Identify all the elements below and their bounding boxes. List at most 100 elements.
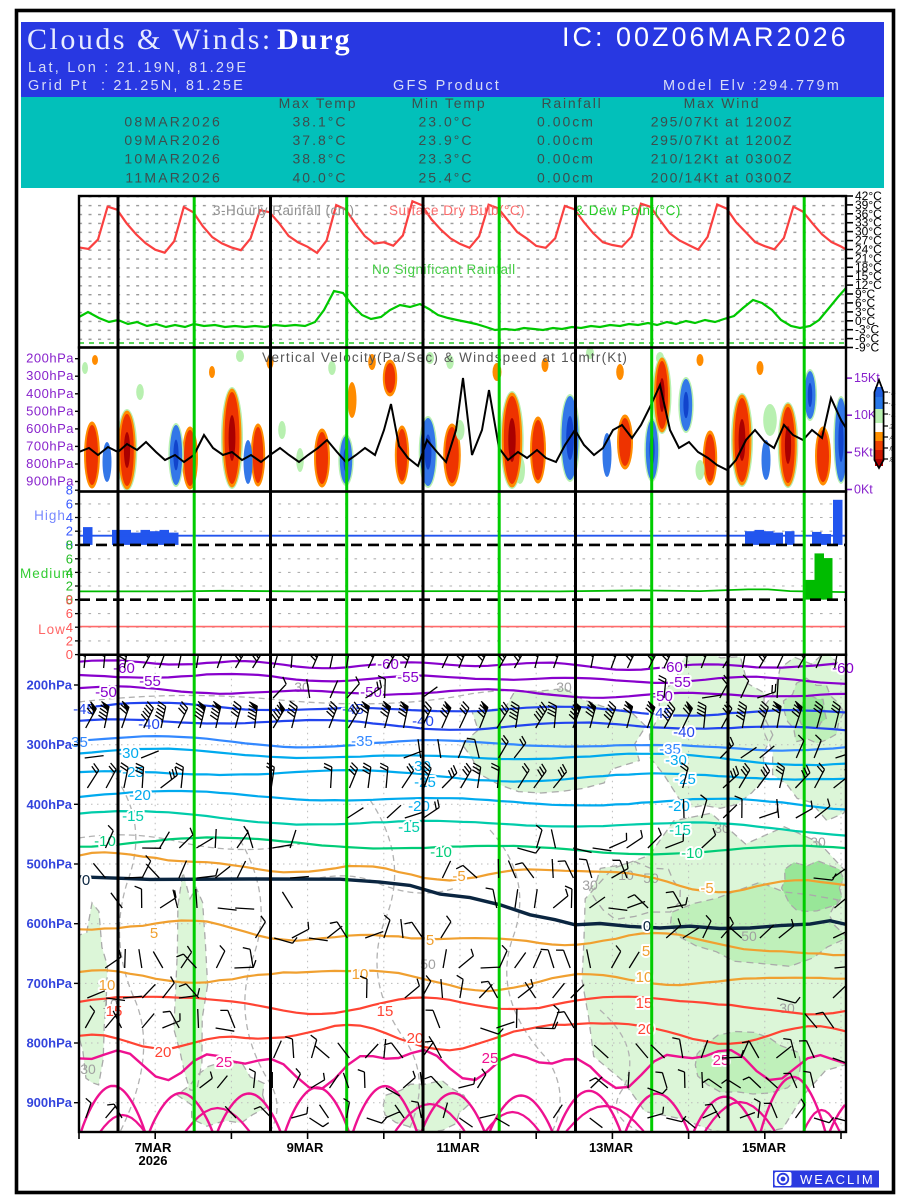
svg-text:-20: -20 xyxy=(408,798,430,815)
svg-text:300hPa: 300hPa xyxy=(26,368,74,383)
svg-text:50: 50 xyxy=(741,928,757,944)
svg-text:200hPa: 200hPa xyxy=(26,678,72,693)
svg-text:-25: -25 xyxy=(414,774,436,791)
svg-text:20: 20 xyxy=(407,1030,424,1047)
svg-text:-60: -60 xyxy=(113,660,135,677)
svg-text:2: 2 xyxy=(66,579,73,594)
svg-text:210/12Kt at 0300Z: 210/12Kt at 0300Z xyxy=(651,151,793,167)
svg-text:0: 0 xyxy=(66,592,73,607)
svg-text:-.8: -.8 xyxy=(889,391,897,397)
svg-text:Model Elv :294.779m: Model Elv :294.779m xyxy=(663,78,841,94)
svg-text:15MAR: 15MAR xyxy=(742,1140,787,1155)
svg-text:11MAR2026: 11MAR2026 xyxy=(125,169,222,185)
svg-text:0°C: 0°C xyxy=(855,314,875,328)
svg-text:30: 30 xyxy=(80,1061,96,1077)
svg-text:-15: -15 xyxy=(669,822,691,839)
svg-text:& Dew Point(°C): & Dew Point(°C) xyxy=(575,203,681,218)
svg-text:2: 2 xyxy=(66,524,73,539)
svg-text:200hPa: 200hPa xyxy=(26,351,74,366)
svg-text:6°C: 6°C xyxy=(855,296,875,310)
svg-text:08MAR2026: 08MAR2026 xyxy=(124,114,222,130)
svg-text:-6°C: -6°C xyxy=(855,332,879,346)
svg-text:0.00cm: 0.00cm xyxy=(537,151,595,167)
svg-text:20: 20 xyxy=(155,1044,172,1061)
svg-text:-10: -10 xyxy=(94,833,116,850)
svg-text:0: 0 xyxy=(82,872,90,889)
svg-text:-5: -5 xyxy=(700,880,713,897)
svg-text:295/07Kt at 1200Z: 295/07Kt at 1200Z xyxy=(651,132,793,148)
svg-text:600hPa: 600hPa xyxy=(26,916,72,931)
svg-text:-50: -50 xyxy=(95,684,117,701)
svg-text:9MAR: 9MAR xyxy=(287,1140,324,1155)
svg-text:8: 8 xyxy=(66,592,73,607)
svg-text:-40: -40 xyxy=(138,716,160,733)
svg-text:295/07Kt at 1200Z: 295/07Kt at 1200Z xyxy=(651,114,793,130)
svg-text:25: 25 xyxy=(216,1054,233,1071)
svg-text:3°C: 3°C xyxy=(855,305,875,319)
svg-text:.2: .2 xyxy=(889,425,895,431)
svg-text:-55: -55 xyxy=(669,674,691,691)
svg-text:13MAR: 13MAR xyxy=(589,1140,634,1155)
svg-text:IC: 00Z06MAR2026: IC: 00Z06MAR2026 xyxy=(562,22,849,52)
svg-text:6: 6 xyxy=(66,496,73,511)
svg-text:.4: .4 xyxy=(889,436,895,442)
svg-text:2: 2 xyxy=(66,633,73,648)
svg-text:8: 8 xyxy=(66,483,73,498)
svg-text:-30: -30 xyxy=(117,745,139,762)
svg-text:10: 10 xyxy=(99,977,116,994)
svg-text:-5: -5 xyxy=(452,868,465,885)
svg-text:42°C: 42°C xyxy=(855,189,882,203)
svg-text:900hPa: 900hPa xyxy=(26,1095,72,1110)
svg-text:25: 25 xyxy=(482,1050,499,1067)
svg-text:Rainfall: Rainfall xyxy=(541,95,602,111)
svg-text:30: 30 xyxy=(582,877,598,893)
svg-text:15°C: 15°C xyxy=(855,269,882,283)
svg-text:-40: -40 xyxy=(673,724,695,741)
svg-text:WEACLIM: WEACLIM xyxy=(800,1172,875,1187)
svg-text:Grid Pt : 21.25N, 81.25E: Grid Pt : 21.25N, 81.25E xyxy=(28,78,245,94)
svg-text:30°C: 30°C xyxy=(855,225,882,239)
svg-text:09MAR2026: 09MAR2026 xyxy=(124,132,222,148)
svg-text:High: High xyxy=(34,508,66,523)
svg-text:.8: .8 xyxy=(889,458,895,464)
svg-text:5: 5 xyxy=(150,925,158,942)
svg-text:400hPa: 400hPa xyxy=(26,797,72,812)
svg-text:-15: -15 xyxy=(398,819,420,836)
svg-text:5: 5 xyxy=(642,943,650,960)
svg-text:-35: -35 xyxy=(351,733,373,750)
svg-text:0.00cm: 0.00cm xyxy=(537,132,595,148)
svg-text:4: 4 xyxy=(66,510,73,525)
svg-text:36°C: 36°C xyxy=(855,207,882,221)
svg-text:24°C: 24°C xyxy=(855,243,882,257)
svg-text:0: 0 xyxy=(643,918,651,935)
svg-text:15: 15 xyxy=(636,995,653,1012)
svg-text:0.00cm: 0.00cm xyxy=(537,114,595,130)
svg-text:7MAR: 7MAR xyxy=(135,1140,172,1155)
svg-text:6: 6 xyxy=(66,606,73,621)
svg-text:0.00cm: 0.00cm xyxy=(537,169,595,185)
svg-text:Vertical Velocity(Pa/Sec) & Wi: Vertical Velocity(Pa/Sec) & Windspeed at… xyxy=(262,350,628,365)
svg-text:2026: 2026 xyxy=(139,1153,168,1168)
svg-text:-.2: -.2 xyxy=(889,413,897,419)
svg-text:-60: -60 xyxy=(832,660,854,677)
svg-text:21°C: 21°C xyxy=(855,251,882,265)
svg-text:Min Temp: Min Temp xyxy=(412,95,487,111)
svg-text:-10: -10 xyxy=(681,845,703,862)
svg-text:500hPa: 500hPa xyxy=(26,857,72,872)
svg-text:30: 30 xyxy=(556,679,572,695)
svg-text:GFS Product: GFS Product xyxy=(393,78,501,94)
svg-text:9°C: 9°C xyxy=(855,287,875,301)
svg-text:-30: -30 xyxy=(665,752,687,769)
svg-text:23.0°C: 23.0°C xyxy=(419,114,474,130)
svg-text:Max Temp: Max Temp xyxy=(279,95,358,111)
svg-text:39°C: 39°C xyxy=(855,198,882,212)
svg-text:12°C: 12°C xyxy=(855,278,882,292)
svg-text:8: 8 xyxy=(66,538,73,553)
svg-text:10: 10 xyxy=(352,966,369,983)
svg-text:10Kt: 10Kt xyxy=(854,408,880,422)
svg-text:-50: -50 xyxy=(651,688,673,705)
svg-text:40.0°C: 40.0°C xyxy=(293,169,348,185)
svg-text:25.4°C: 25.4°C xyxy=(419,169,474,185)
svg-text:23.3°C: 23.3°C xyxy=(419,151,474,167)
svg-text:6: 6 xyxy=(66,551,73,566)
